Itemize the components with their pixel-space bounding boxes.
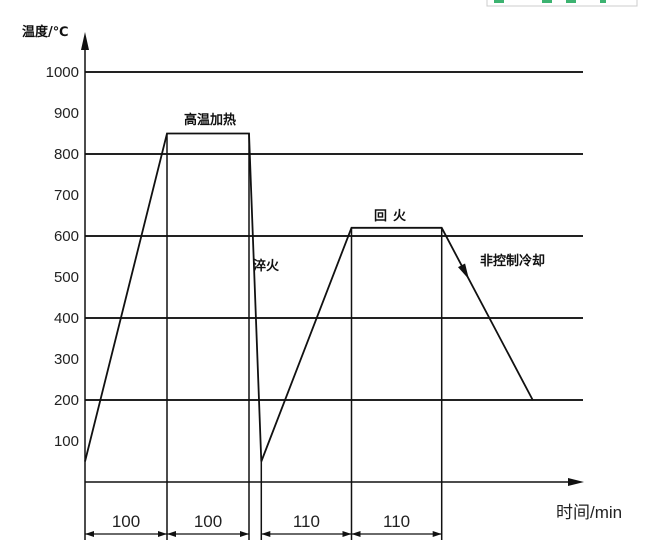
annotation-uncontrolled-cooling: 非控制冷却 [480,253,545,269]
y-tick-label: 1000 [46,64,79,81]
duration-label: 110 [383,512,410,531]
y-tick-label: 200 [54,392,79,409]
duration-label: 110 [293,512,320,531]
y-tick-label: 100 [54,433,79,450]
dimension-arrow-icon [261,531,271,537]
cooling-arrow-icon [457,263,470,280]
y-axis-arrow-icon [81,32,89,50]
dimension-arrow-icon [432,531,442,537]
duration-label: 100 [112,512,140,531]
y-tick-label: 700 [54,187,79,204]
process-curve [84,132,534,462]
dimension-arrow-icon [240,531,249,537]
y-tick-label: 500 [54,269,79,286]
y-tick-label: 400 [54,310,79,327]
x-axis-label: 时间/min [556,503,622,522]
y-tick-label: 600 [54,228,79,245]
dimension-arrow-icon [85,531,94,537]
y-tick-label: 800 [54,146,79,163]
annotation-high-temp-heating: 高温加热 [184,112,236,128]
y-tick-label: 300 [54,351,79,368]
dimension-arrow-icon [158,531,167,537]
annotation-quench: 淬火 [253,258,280,274]
x-axis-arrow-icon [568,478,584,486]
y-axis-label: 温度/℃ [22,24,69,40]
annotation-temper: 回火 [374,209,412,224]
dimension-arrow-icon [167,531,176,537]
duration-label: 100 [194,512,222,531]
dimension-arrow-icon [351,531,361,537]
dimension-arrow-icon [342,531,352,537]
corner-ui-fragment [486,0,638,7]
y-tick-label: 900 [54,105,79,122]
